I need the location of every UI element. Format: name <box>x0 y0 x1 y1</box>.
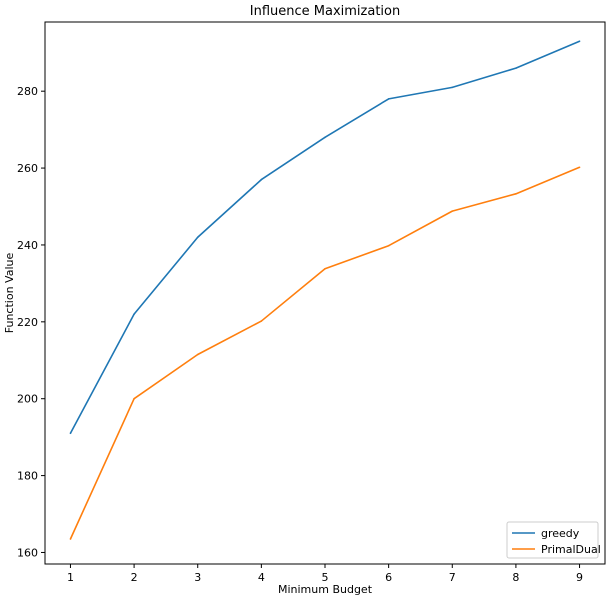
data-point <box>515 67 517 69</box>
data-point <box>387 98 390 100</box>
y-tick-label: 260 <box>17 162 38 175</box>
data-point <box>387 244 390 247</box>
x-tick-label: 9 <box>576 571 583 584</box>
y-axis: 160 180 200 220 240 260 280 <box>17 85 45 559</box>
legend-label: greedy <box>541 527 580 540</box>
x-tick-label: 2 <box>131 571 138 584</box>
data-point <box>451 210 454 212</box>
data-point <box>515 193 517 195</box>
x-tick-label: 3 <box>194 571 201 584</box>
data-point <box>324 136 326 139</box>
data-point <box>69 538 72 540</box>
plot-area <box>44 21 606 565</box>
chart-title: Influence Maximization <box>250 4 400 19</box>
y-tick-label: 200 <box>17 393 38 406</box>
data-point <box>69 432 72 435</box>
x-axis-label: Minimum Budget <box>278 583 373 596</box>
data-point <box>196 353 199 356</box>
series-layer <box>69 40 581 540</box>
data-point <box>451 86 454 89</box>
data-point <box>196 236 199 239</box>
data-point <box>133 397 135 400</box>
data-point <box>260 178 263 181</box>
legend-label: PrimalDual <box>541 543 601 556</box>
legend: greedy PrimalDual <box>506 521 601 559</box>
data-point <box>260 320 263 322</box>
y-tick-label: 160 <box>17 546 38 559</box>
data-point <box>133 313 135 315</box>
x-tick-label: 4 <box>258 571 265 584</box>
y-axis-label: Function Value <box>3 253 16 334</box>
y-tick-label: 280 <box>17 85 38 98</box>
data-point <box>578 40 581 43</box>
data-point <box>578 166 581 169</box>
x-tick-label: 7 <box>449 571 456 584</box>
y-tick-label: 240 <box>17 239 38 252</box>
y-tick-label: 220 <box>17 316 38 329</box>
y-tick-label: 180 <box>17 470 38 483</box>
x-tick-label: 8 <box>512 571 519 584</box>
x-tick-label: 1 <box>67 571 74 584</box>
x-tick-label: 6 <box>385 571 392 584</box>
data-point <box>324 267 326 270</box>
x-axis: 1 2 3 4 5 6 7 8 9 <box>67 564 583 584</box>
x-tick-label: 5 <box>322 571 329 584</box>
